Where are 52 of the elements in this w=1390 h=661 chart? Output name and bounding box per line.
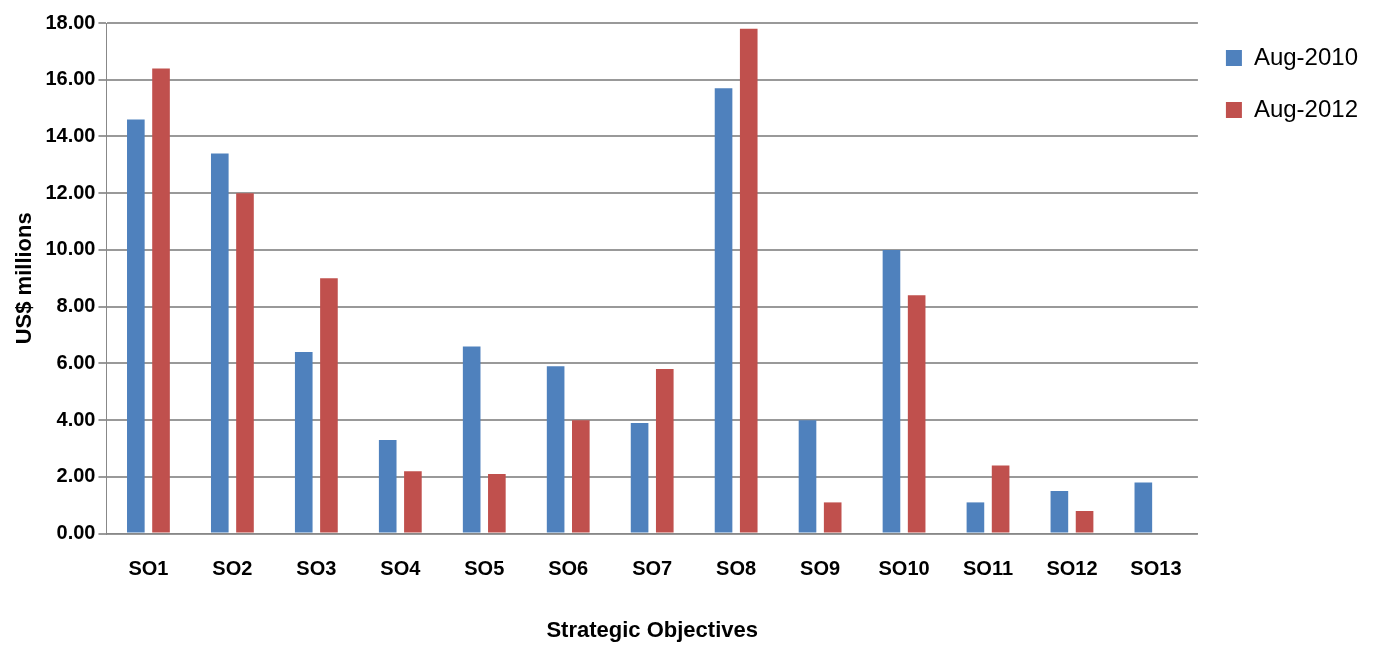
bar (1050, 491, 1069, 533)
bar (378, 439, 397, 533)
bar (966, 502, 985, 533)
bar (907, 295, 926, 533)
bar (152, 68, 170, 533)
x-tick-label: SO1 (128, 557, 169, 580)
y-tick-label: 2.00 (56, 464, 96, 487)
x-tick-label: SO7 (632, 557, 673, 580)
x-tick-label: SO11 (962, 557, 1014, 580)
x-tick-label: SO13 (1130, 557, 1182, 580)
y-tick-label: 18.00 (45, 10, 96, 33)
x-tick-label: SO9 (800, 557, 841, 580)
y-tick-label: 14.00 (45, 123, 96, 146)
bar (572, 420, 590, 533)
bar (294, 352, 313, 533)
bar (236, 193, 254, 533)
bar (739, 28, 758, 533)
y-tick-label: 12.00 (45, 180, 96, 203)
x-tick-label: SO8 (716, 557, 757, 580)
y-tick-label: 10.00 (45, 237, 96, 260)
x-tick-label: SO5 (464, 557, 505, 580)
bar (546, 366, 565, 533)
legend-label: Aug-2010 (1253, 42, 1359, 70)
y-tick-label: 8.00 (56, 294, 96, 317)
bar (882, 249, 901, 533)
y-tick-label: 0.00 (56, 521, 96, 544)
bar (488, 474, 506, 533)
bar (655, 369, 674, 533)
x-tick-label: SO3 (296, 557, 337, 580)
bar (210, 153, 229, 533)
y-tick-label: 4.00 (56, 407, 96, 430)
bar (823, 502, 842, 533)
bar (404, 471, 422, 533)
y-tick-label: 6.00 (56, 350, 96, 373)
bar (991, 465, 1010, 533)
bar (1134, 482, 1153, 533)
bar (127, 119, 145, 533)
bar (320, 278, 338, 533)
legend-label: Aug-2012 (1253, 94, 1359, 122)
x-tick-label: SO4 (380, 557, 422, 580)
bar (630, 422, 649, 533)
y-axis-title: US$ millions (11, 212, 37, 345)
bar (798, 420, 817, 533)
x-tick-label: SO2 (212, 557, 253, 580)
bar (1075, 510, 1094, 533)
y-tick-label: 16.00 (45, 67, 96, 90)
x-tick-label: SO12 (1046, 557, 1098, 580)
bar (714, 88, 733, 533)
x-tick-label: SO10 (878, 557, 930, 580)
bar (462, 346, 481, 533)
x-axis-title: Strategic Objectives (546, 616, 758, 642)
x-tick-label: SO6 (548, 557, 589, 580)
